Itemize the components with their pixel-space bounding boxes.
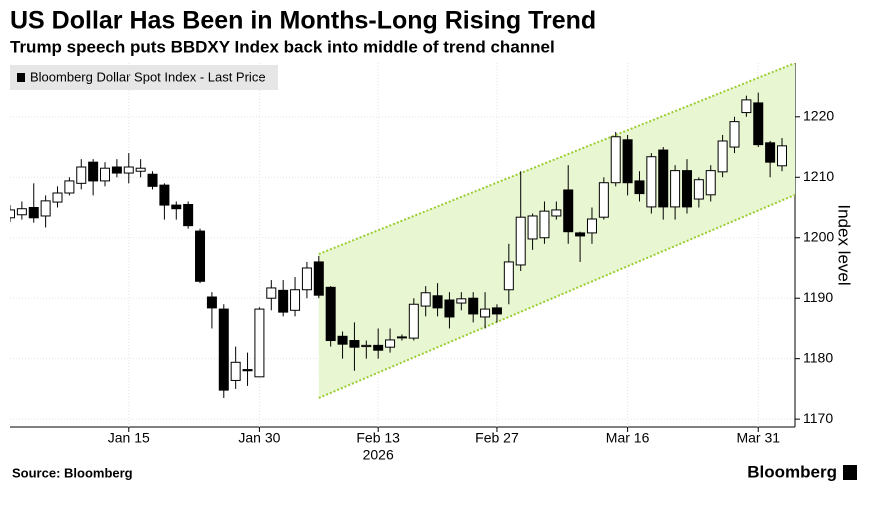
y-tick-label: 1190: [803, 289, 833, 305]
logo: Bloomberg: [747, 462, 837, 481]
candle-body: [361, 344, 372, 348]
legend-label: Bloomberg Dollar Spot Index - Last Price: [30, 69, 266, 84]
y-axis-label: Index level: [835, 204, 854, 285]
x-tick-label: Feb 13: [356, 430, 400, 446]
candle-body: [313, 261, 324, 296]
x-axis-label: 2026: [363, 447, 394, 463]
candle-body: [337, 335, 348, 345]
candle-body: [480, 308, 491, 318]
candle-body: [634, 180, 645, 195]
candle-body: [147, 173, 158, 187]
candle-body: [610, 136, 621, 184]
candle-body: [658, 149, 669, 208]
candle-body: [681, 170, 692, 208]
candle-body: [254, 308, 265, 378]
candle-body: [28, 207, 39, 219]
candle-body: [40, 200, 51, 217]
y-tick-label: 1170: [803, 410, 833, 426]
candle-body: [753, 102, 764, 146]
candle-body: [183, 203, 194, 227]
candle-body: [563, 189, 574, 233]
chart-title: US Dollar Has Been in Months-Long Rising…: [10, 7, 596, 35]
candle-body: [586, 218, 597, 234]
candle-body: [290, 289, 301, 311]
channel-line: [318, 63, 795, 255]
x-tick-label: Jan 15: [108, 430, 150, 446]
candle-body: [456, 298, 467, 304]
candle-body: [385, 339, 396, 348]
logo-icon: [843, 465, 857, 480]
candle-body: [123, 166, 134, 174]
candle-body: [64, 180, 75, 194]
candle-body: [741, 99, 752, 114]
legend-swatch: [17, 73, 25, 82]
candle-body: [515, 216, 526, 266]
candle-body: [717, 140, 728, 173]
candle-body: [539, 210, 550, 239]
candle-body: [765, 142, 776, 163]
legend-box: [10, 65, 278, 90]
x-tick-label: Feb 27: [475, 430, 519, 446]
candle-body: [670, 170, 681, 208]
y-tick-label: 1220: [803, 108, 834, 124]
x-tick-label: Mar 31: [736, 430, 780, 446]
candle-body: [349, 340, 360, 348]
candle-body: [491, 307, 502, 315]
source: Source: Bloomberg: [12, 465, 133, 480]
plot-area: [10, 63, 795, 427]
candle-body: [575, 232, 586, 237]
candle-body: [16, 208, 27, 216]
x-tick-label: Mar 16: [606, 430, 650, 446]
candle-body: [230, 361, 241, 381]
candle-body: [527, 215, 538, 240]
candle-body: [503, 261, 514, 291]
candle-body: [52, 192, 63, 203]
candle-body: [10, 209, 15, 219]
candle-body: [777, 145, 787, 167]
candle-body: [622, 139, 633, 184]
candle-body: [111, 166, 122, 174]
candle-body: [598, 182, 609, 218]
candle-body: [195, 230, 206, 282]
y-tick-label: 1210: [803, 168, 834, 184]
candle-body: [301, 267, 312, 291]
x-tick-label: Jan 30: [238, 430, 280, 446]
candle-body: [396, 336, 407, 339]
candle-body: [408, 303, 419, 339]
chart-subtitle: Trump speech puts BBDXY Index back into …: [10, 37, 555, 56]
candle-body: [218, 308, 229, 391]
candle-body: [432, 295, 443, 309]
candle-body: [551, 209, 562, 217]
candle-body: [468, 297, 479, 315]
candle-body: [88, 161, 99, 182]
candle-body: [76, 166, 87, 184]
candle-body: [373, 344, 384, 351]
candle-body: [444, 299, 455, 318]
candle-body: [705, 170, 716, 196]
candle-body: [325, 286, 336, 342]
candle-body: [159, 184, 170, 206]
candle-body: [135, 167, 146, 172]
candle-body: [171, 204, 182, 210]
candle-body: [729, 121, 740, 148]
candle-body: [420, 292, 431, 307]
candle-body: [242, 369, 253, 372]
candle-body: [278, 289, 289, 313]
candle-body: [266, 287, 277, 299]
y-tick-label: 1180: [803, 349, 833, 365]
candle-body: [206, 296, 217, 309]
y-tick-label: 1200: [803, 228, 834, 244]
candle-body: [693, 179, 704, 200]
candle-body: [100, 167, 111, 182]
candle-body: [646, 156, 657, 208]
